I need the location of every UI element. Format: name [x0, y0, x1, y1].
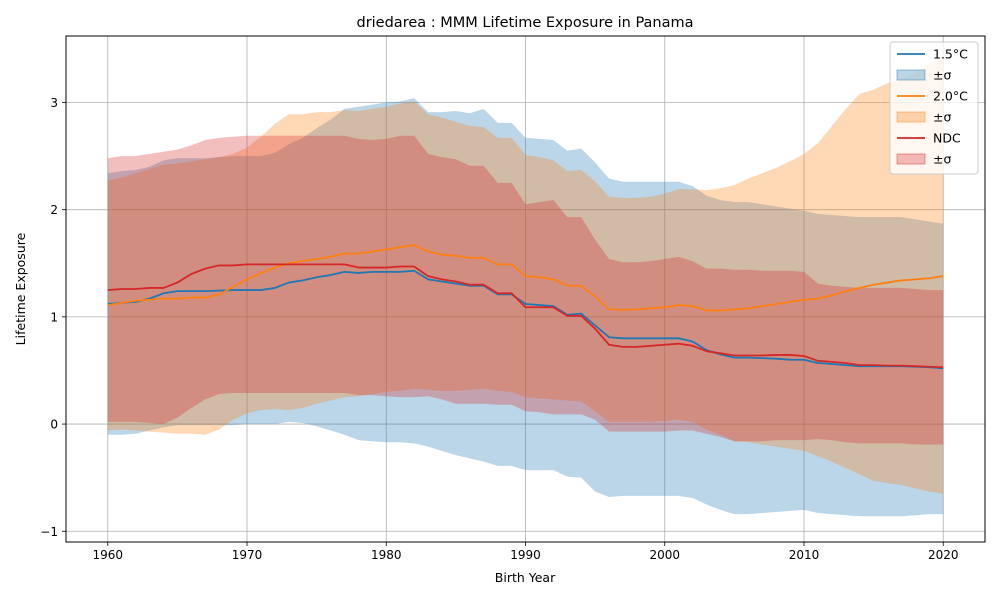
x-axis-label: Birth Year — [495, 570, 556, 585]
legend-swatch-band-0 — [896, 69, 926, 81]
x-tick-label: 1980 — [371, 548, 402, 562]
series-line-1 — [107, 244, 944, 312]
grid-lines — [66, 36, 985, 542]
legend-swatch-band-1 — [896, 111, 926, 123]
y-tick-label: −1 — [40, 525, 58, 539]
series-line-0 — [107, 269, 944, 370]
y-axis-label: Lifetime Exposure — [13, 232, 28, 345]
x-tick-label: 1960 — [92, 548, 123, 562]
legend-label: ±σ — [933, 152, 951, 167]
legend-box — [889, 41, 979, 175]
x-tick-label: 2000 — [649, 548, 680, 562]
legend-label: ±σ — [933, 110, 951, 125]
x-tick-label: 2020 — [928, 548, 959, 562]
series-line-2 — [107, 263, 944, 369]
legend-label: 2.0°C — [933, 89, 968, 104]
y-tick-label: 3 — [50, 96, 58, 110]
band-2 — [107, 135, 944, 445]
legend-swatch-band-2 — [896, 153, 926, 165]
y-tick-label: 0 — [50, 418, 58, 432]
x-tick-label: 2010 — [789, 548, 820, 562]
plot-frame — [65, 35, 986, 543]
legend-label: NDC — [933, 131, 961, 146]
legend: 1.5°C ±σ 2.0°C ±σ NDC ±σ — [889, 41, 979, 175]
chart-title: driedarea : MMM Lifetime Exposure in Pan… — [356, 15, 693, 31]
x-tick-label: 1990 — [510, 548, 541, 562]
axis-ticks: 1960 1970 1980 1990 2000 2010 2020 −1 0 1 2 3 — [40, 96, 958, 562]
y-tick-label: 1 — [50, 310, 58, 324]
legend-label: 1.5°C — [933, 47, 968, 62]
series-lines — [107, 244, 944, 370]
legend-label: ±σ — [933, 68, 951, 83]
y-tick-label: 2 — [50, 203, 58, 217]
x-tick-label: 1970 — [232, 548, 263, 562]
